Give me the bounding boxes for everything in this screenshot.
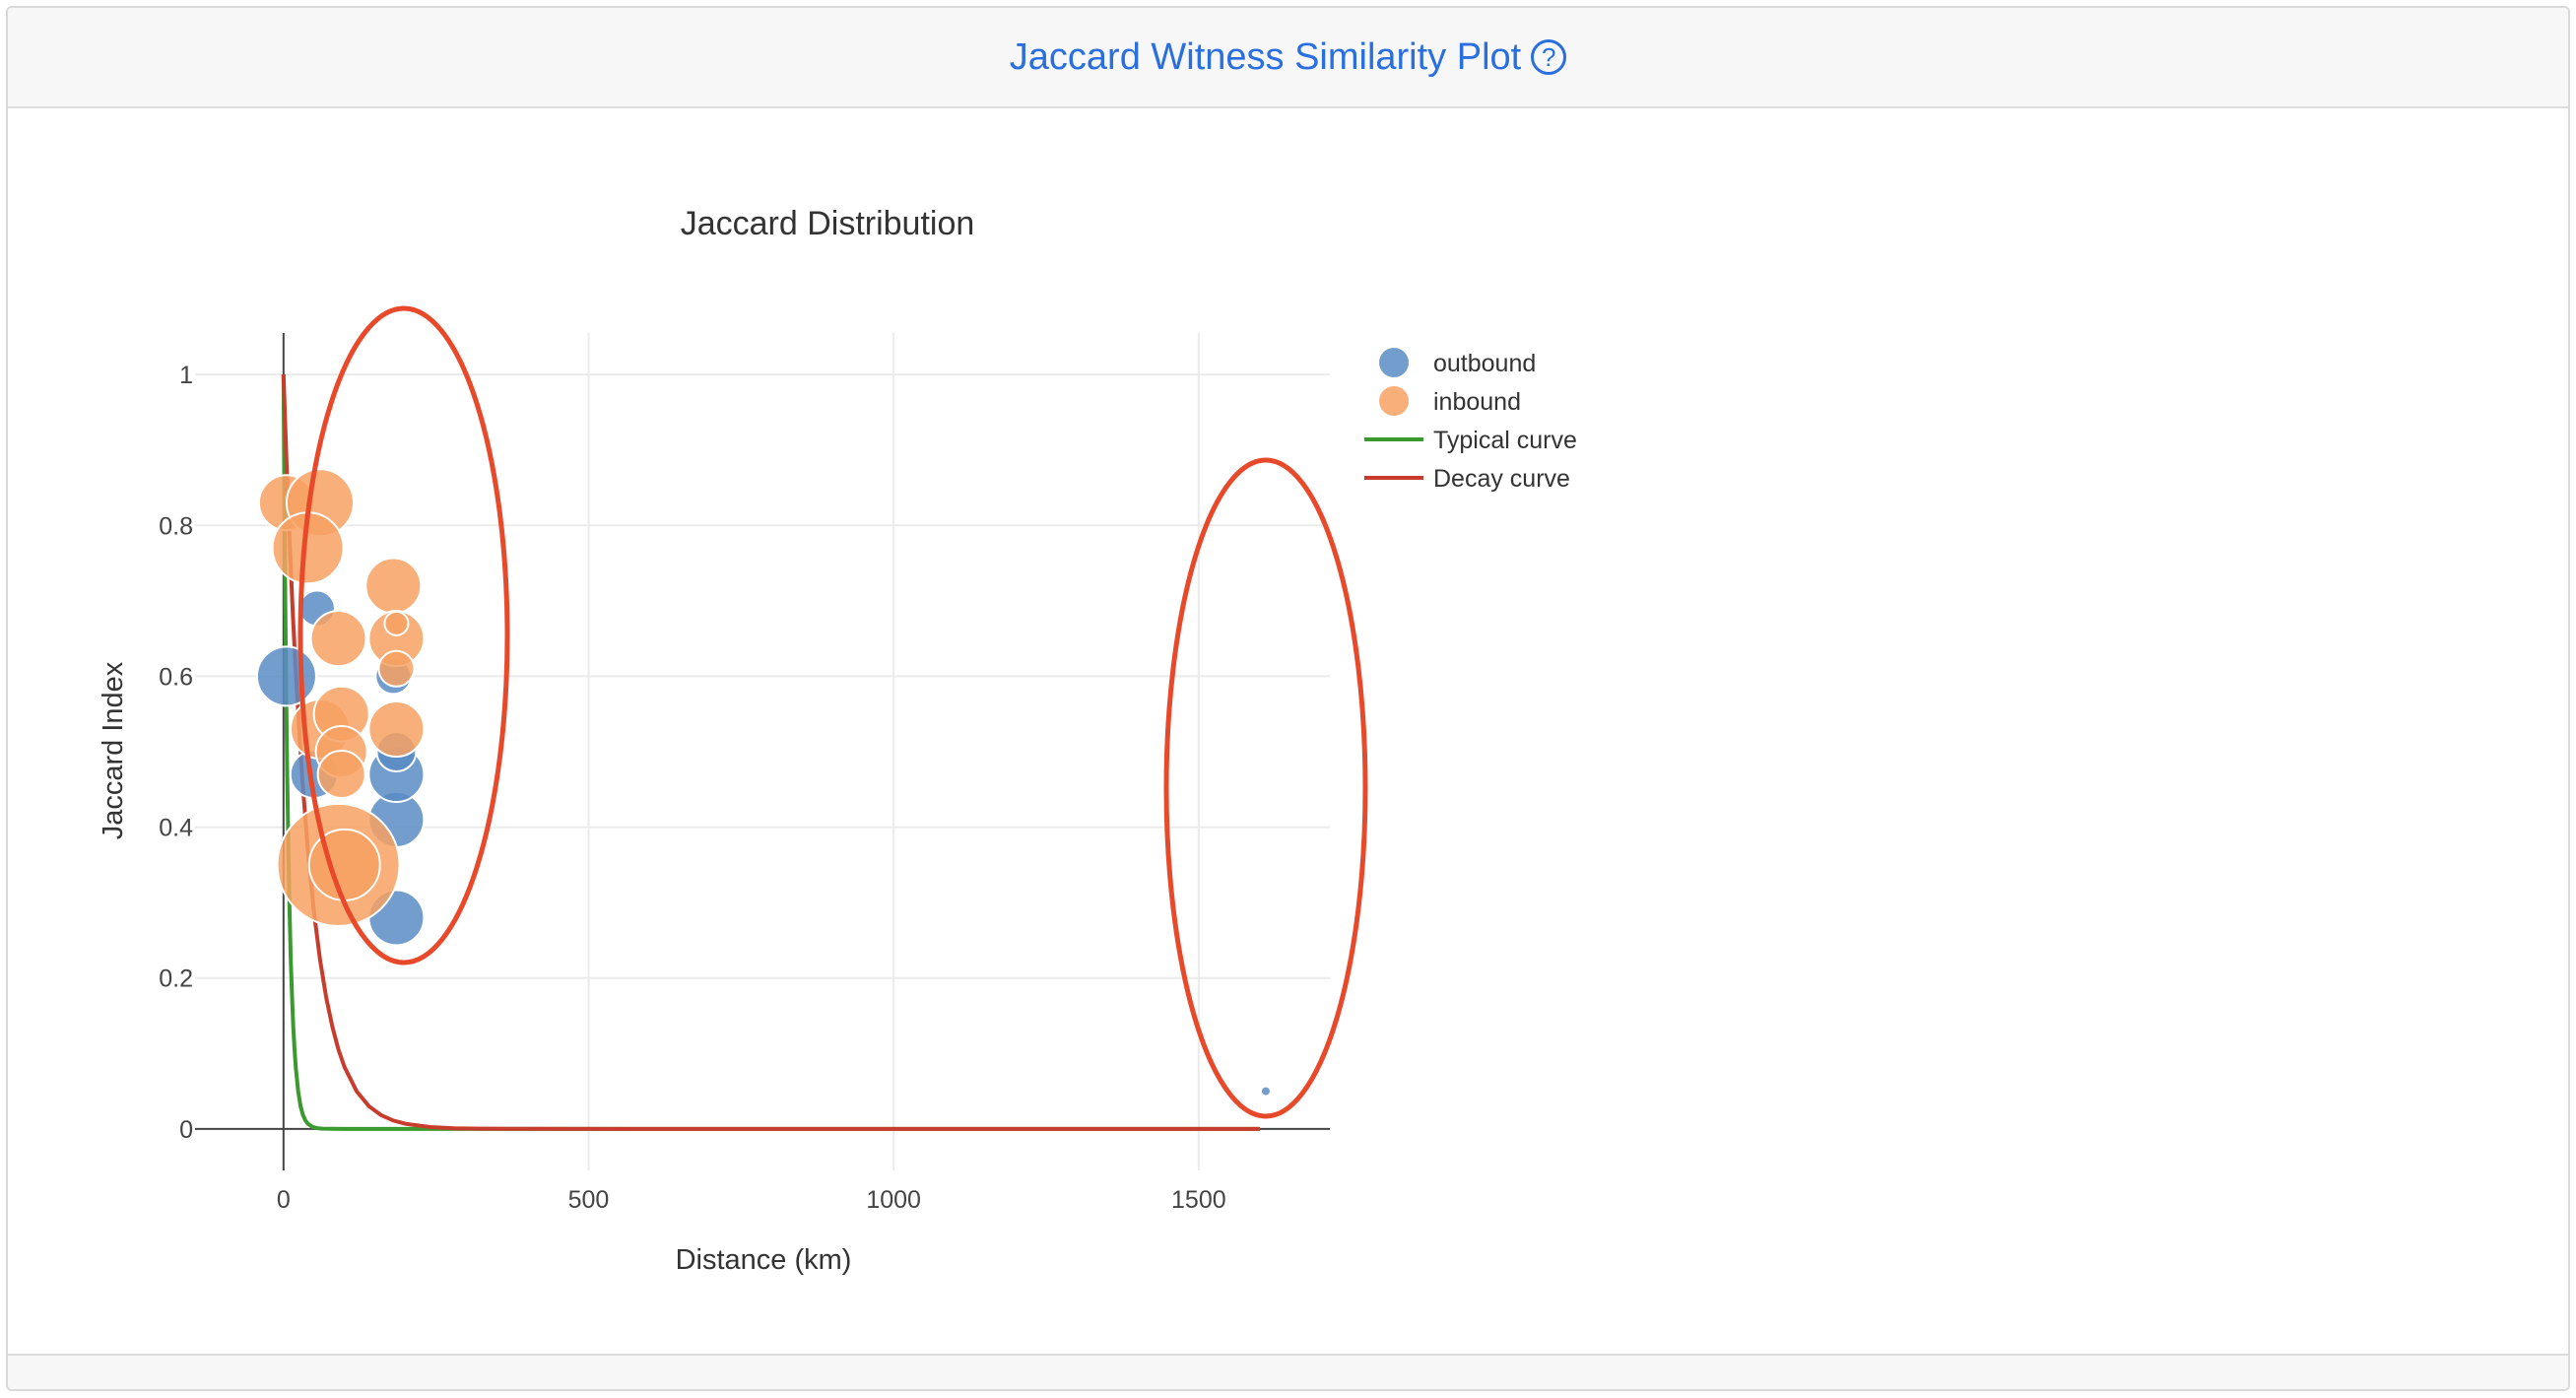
card-header: Jaccard Witness Similarity Plot ? [8,8,2568,108]
scatter-point [383,610,410,636]
scatter-point [377,649,416,688]
legend-label: inbound [1433,388,1521,416]
y-axis-label: Jaccard Index [98,661,129,839]
card-footer [8,1354,2568,1389]
annotations [297,305,1368,1119]
x-axis-label: Distance (km) [676,1244,852,1276]
y-tick-label: 0.8 [159,512,193,540]
curve-line [281,374,1260,1131]
scatter-point [1261,1087,1270,1096]
legend-label: Typical curve [1433,427,1577,454]
scatter-point [255,645,317,707]
legend-label: outbound [1433,350,1536,377]
y-tick-label: 0.6 [159,663,193,691]
legend-label: Decay curve [1433,465,1570,493]
scatter-point [367,700,426,759]
jaccard-plot-card: Jaccard Witness Similarity Plot ? [6,6,2570,1391]
curve-line [281,374,1260,1131]
x-tick-label: 500 [568,1186,610,1214]
scatter-point [309,610,367,668]
scatter-point [307,828,381,901]
question-circle-icon[interactable]: ? [1531,39,1567,75]
legend-marker [1379,386,1409,416]
legend: outbound inbound Typical curve Decay curve [1364,348,1577,493]
y-tick-label: 0.4 [159,815,193,842]
scatter-point [364,557,423,615]
curves [281,374,1260,1131]
x-tick-label: 1000 [866,1186,921,1214]
grid-lines [195,333,1330,1170]
scatter-point [316,749,366,799]
legend-marker [1379,348,1409,377]
card-title: Jaccard Witness Similarity Plot [1009,36,1522,78]
x-tick-label: 1500 [1171,1186,1226,1214]
y-tick-label: 1 [179,362,193,389]
y-tick-label: 0.2 [159,965,193,993]
y-tick-label: 0 [179,1116,193,1144]
annotation-ellipse [297,305,510,965]
markers [255,468,1270,1096]
chart-title: Jaccard Distribution [681,205,975,242]
x-tick-label: 0 [277,1186,291,1214]
annotation-ellipse [1163,457,1368,1119]
